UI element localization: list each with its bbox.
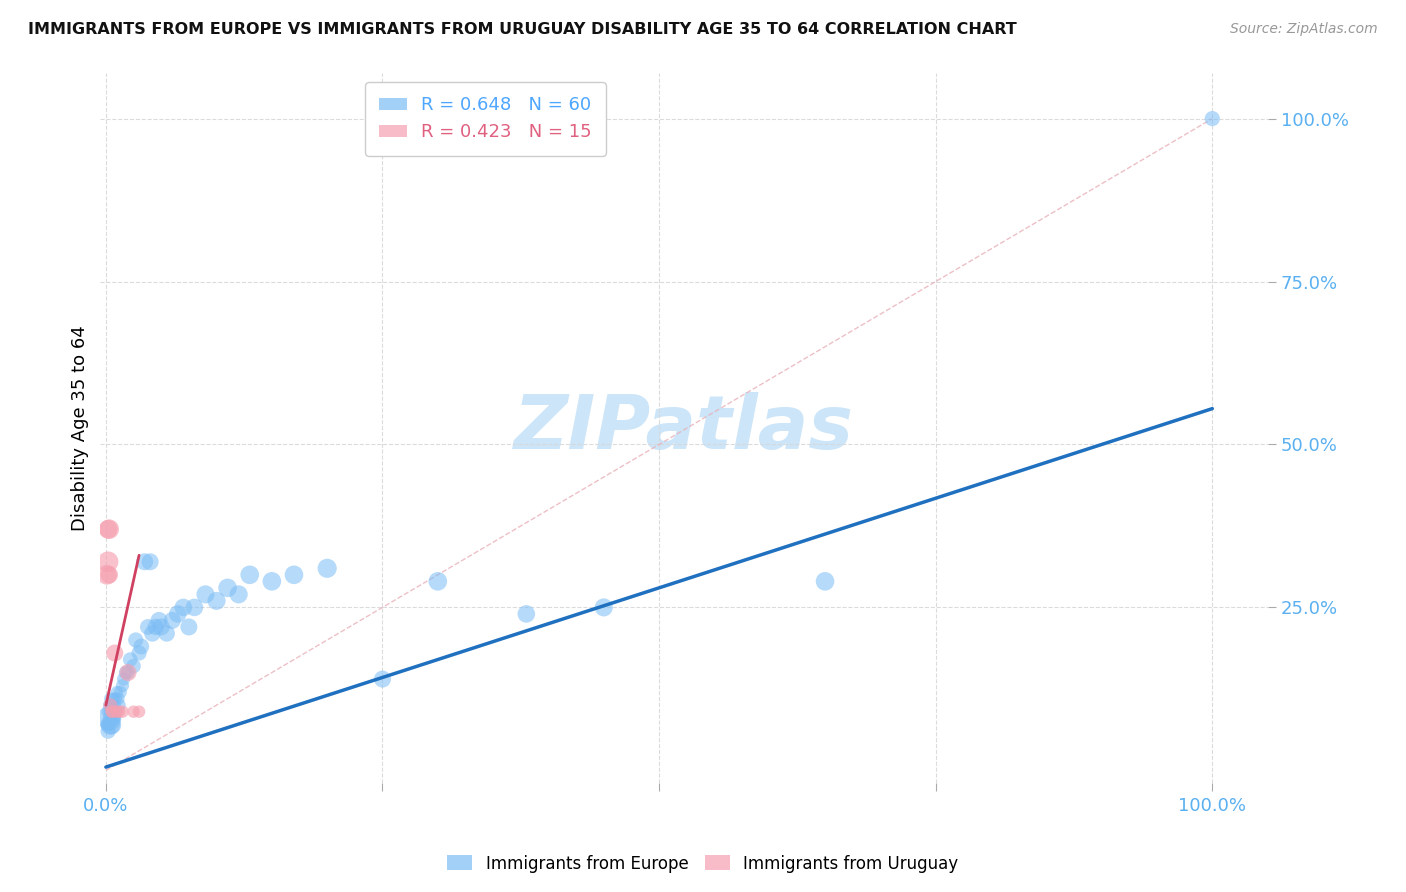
Point <box>145 620 167 634</box>
Point <box>100 717 122 731</box>
Point <box>108 705 131 719</box>
Point <box>97 705 120 719</box>
Point <box>120 652 142 666</box>
Point <box>98 717 121 731</box>
Point <box>239 567 262 582</box>
Point <box>97 724 120 739</box>
Point <box>96 717 118 731</box>
Text: ZIPatlas: ZIPatlas <box>515 392 853 465</box>
Point <box>101 698 124 713</box>
Point <box>148 614 170 628</box>
Point <box>111 679 134 693</box>
Point <box>111 705 134 719</box>
Point <box>114 665 136 680</box>
Point <box>217 581 239 595</box>
Point <box>98 698 121 713</box>
Text: IMMIGRANTS FROM EUROPE VS IMMIGRANTS FROM URUGUAY DISABILITY AGE 35 TO 64 CORREL: IMMIGRANTS FROM EUROPE VS IMMIGRANTS FRO… <box>28 22 1017 37</box>
Point <box>105 705 128 719</box>
Point <box>98 705 121 719</box>
Point <box>172 600 194 615</box>
Point <box>228 587 250 601</box>
Point <box>110 685 132 699</box>
Point <box>107 691 129 706</box>
Point <box>98 711 121 725</box>
Point <box>122 659 145 673</box>
Point <box>128 705 150 719</box>
Point <box>316 561 339 575</box>
Point <box>166 607 188 621</box>
Point <box>283 567 305 582</box>
Point <box>98 717 121 731</box>
Point <box>108 698 131 713</box>
Point <box>100 711 122 725</box>
Point <box>592 600 614 615</box>
Point <box>205 594 228 608</box>
Point <box>128 646 150 660</box>
Point <box>177 620 200 634</box>
Point <box>371 672 394 686</box>
Point <box>103 705 125 719</box>
Point <box>112 672 135 686</box>
Point <box>122 705 145 719</box>
Point <box>98 691 121 706</box>
Point <box>136 620 159 634</box>
Point <box>100 698 122 713</box>
Point <box>134 555 156 569</box>
Point <box>104 646 127 660</box>
Point <box>104 711 127 725</box>
Point <box>104 691 127 706</box>
Point <box>101 705 124 719</box>
Text: Source: ZipAtlas.com: Source: ZipAtlas.com <box>1230 22 1378 37</box>
Point <box>98 698 121 713</box>
Point <box>150 620 173 634</box>
Point <box>104 705 127 719</box>
Point <box>96 567 118 582</box>
Point <box>117 665 139 680</box>
Point <box>100 705 122 719</box>
Point <box>101 711 124 725</box>
Point <box>260 574 283 589</box>
Y-axis label: Disability Age 35 to 64: Disability Age 35 to 64 <box>72 326 89 531</box>
Point <box>105 685 128 699</box>
Point <box>183 600 205 615</box>
Legend: Immigrants from Europe, Immigrants from Uruguay: Immigrants from Europe, Immigrants from … <box>440 848 966 880</box>
Point <box>141 626 163 640</box>
Point <box>104 698 127 713</box>
Legend: R = 0.648   N = 60, R = 0.423   N = 15: R = 0.648 N = 60, R = 0.423 N = 15 <box>366 82 606 156</box>
Point <box>129 640 152 654</box>
Point <box>97 522 120 536</box>
Point <box>125 632 148 647</box>
Point <box>117 665 139 680</box>
Point <box>98 567 121 582</box>
Point <box>515 607 537 621</box>
Point <box>98 522 121 536</box>
Point <box>97 555 120 569</box>
Point <box>156 626 179 640</box>
Point <box>139 555 162 569</box>
Point <box>1201 112 1223 126</box>
Point <box>103 691 125 706</box>
Point <box>162 614 184 628</box>
Point <box>814 574 837 589</box>
Point <box>426 574 449 589</box>
Point <box>194 587 217 601</box>
